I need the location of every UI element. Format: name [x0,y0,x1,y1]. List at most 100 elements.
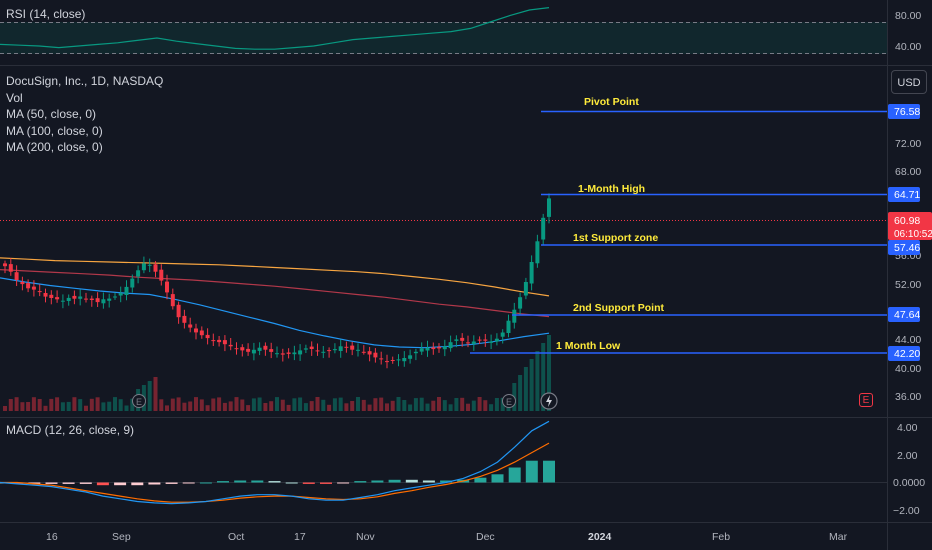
volume-bar [454,398,459,411]
volume-bar [494,398,499,411]
macd-histogram-bar [285,482,298,484]
volume-bar [269,401,274,411]
candle-body [26,283,31,289]
price-tick: 68.00 [895,166,921,178]
volume-bar [361,399,366,411]
time-label: 17 [294,531,306,543]
candle-body [176,304,181,318]
volume-bar [228,401,233,411]
macd-tick: −2.00 [893,505,920,517]
earnings-marker[interactable]: E [502,394,516,408]
rsi-pane[interactable] [0,7,887,54]
volume-bar [437,397,441,411]
support2-price-tag[interactable]: 47.64 [888,307,920,322]
volume-bar [367,404,372,411]
candle-body [413,351,418,354]
volume-bar [338,397,343,411]
volume-bar [43,405,48,411]
price-pane[interactable]: Pivot Point 1-Month High 1st Support zon… [0,96,887,411]
macd-pane[interactable] [0,420,887,505]
macd-histogram-bar [268,481,281,483]
month-high-price-tag[interactable]: 64.71 [888,187,920,202]
volume-bar [286,404,291,411]
candle-body [78,296,83,299]
candle-body [113,296,117,298]
rsi-legend[interactable]: RSI (14, close) [6,6,85,23]
volume-bar [211,398,216,411]
candle-body [385,361,389,363]
candle-body [66,297,71,301]
candle-body [547,198,551,217]
volume-bar [263,403,268,411]
candle-body [286,352,291,354]
candle-body [512,309,517,323]
macd-histogram-bar [217,481,229,483]
candle-body [477,339,482,341]
volume-bar [523,367,528,411]
candle-body [37,291,42,293]
month-low-price-tag[interactable]: 42.20 [888,346,920,361]
rsi-tick-80: 80.00 [895,10,921,22]
time-label: Feb [712,531,730,543]
volume-bar [471,400,476,411]
volume-bar [37,399,42,411]
volume-bar [113,397,117,411]
rsi-label: RSI (14, close) [6,7,86,21]
dividends-splits-icon[interactable] [540,392,558,410]
candle-body [500,332,505,337]
rsi-line [0,7,550,50]
ma50-line [0,277,550,349]
volume-bar [159,399,164,411]
macd-histogram-bar [405,479,418,483]
volume-bar [402,400,407,411]
candle-body [257,347,262,351]
volume-bar [84,405,88,411]
candle-body [361,351,366,353]
currency-button[interactable]: USD [891,70,927,94]
candle-body [188,324,193,328]
volume-bar [350,401,355,411]
macd-histogram-bar [62,482,75,484]
volume-bar [332,398,337,411]
candle-body [101,299,106,304]
volume-bar [327,404,332,411]
volume-bar [518,375,523,411]
candle-body [373,352,378,358]
volume-bar [547,335,551,411]
support1-price-tag[interactable]: 57.46 [888,240,920,255]
candle-body [20,281,25,285]
volume-bar [356,397,360,411]
macd-histogram-bar [508,467,521,483]
macd-label: MACD (12, 26, close, 9) [6,423,135,437]
macd-histogram-bar [182,482,195,484]
volume-bar [257,397,262,411]
earnings-marker[interactable]: E [132,394,146,408]
macd-histogram-bar [388,479,401,483]
candle-body [240,347,245,351]
volume-bar [309,401,314,411]
pivot-price-tag[interactable]: 76.58 [888,104,920,119]
volume-bar [460,397,465,411]
candle-body [170,294,175,307]
earnings-toggle-icon[interactable]: E [859,393,873,407]
candle-body [130,278,135,288]
macd-histogram-bar [320,482,332,484]
candle-body [454,339,459,341]
last-price-tag[interactable]: 60.98 06:10:52 [888,212,932,240]
candle-body [280,353,285,355]
volume-bar [442,400,447,411]
ma50-label: MA (50, close, 0) [6,107,97,121]
macd-histogram-bar [96,482,109,486]
volume-bar [425,403,430,411]
macd-legend[interactable]: MACD (12, 26, close, 9) [6,422,134,439]
candle-body [14,272,19,280]
volume-bar [344,403,349,411]
bar-countdown: 06:10:52 [894,229,932,240]
candle-body [402,358,407,362]
candle-body [431,347,436,350]
candle-body [263,345,268,350]
volume-bar [194,397,198,411]
volume-bar [466,403,470,411]
main-legend[interactable]: DocuSign, Inc., 1D, NASDAQ Vol MA (50, c… [6,73,163,156]
volume-bar [373,398,378,411]
